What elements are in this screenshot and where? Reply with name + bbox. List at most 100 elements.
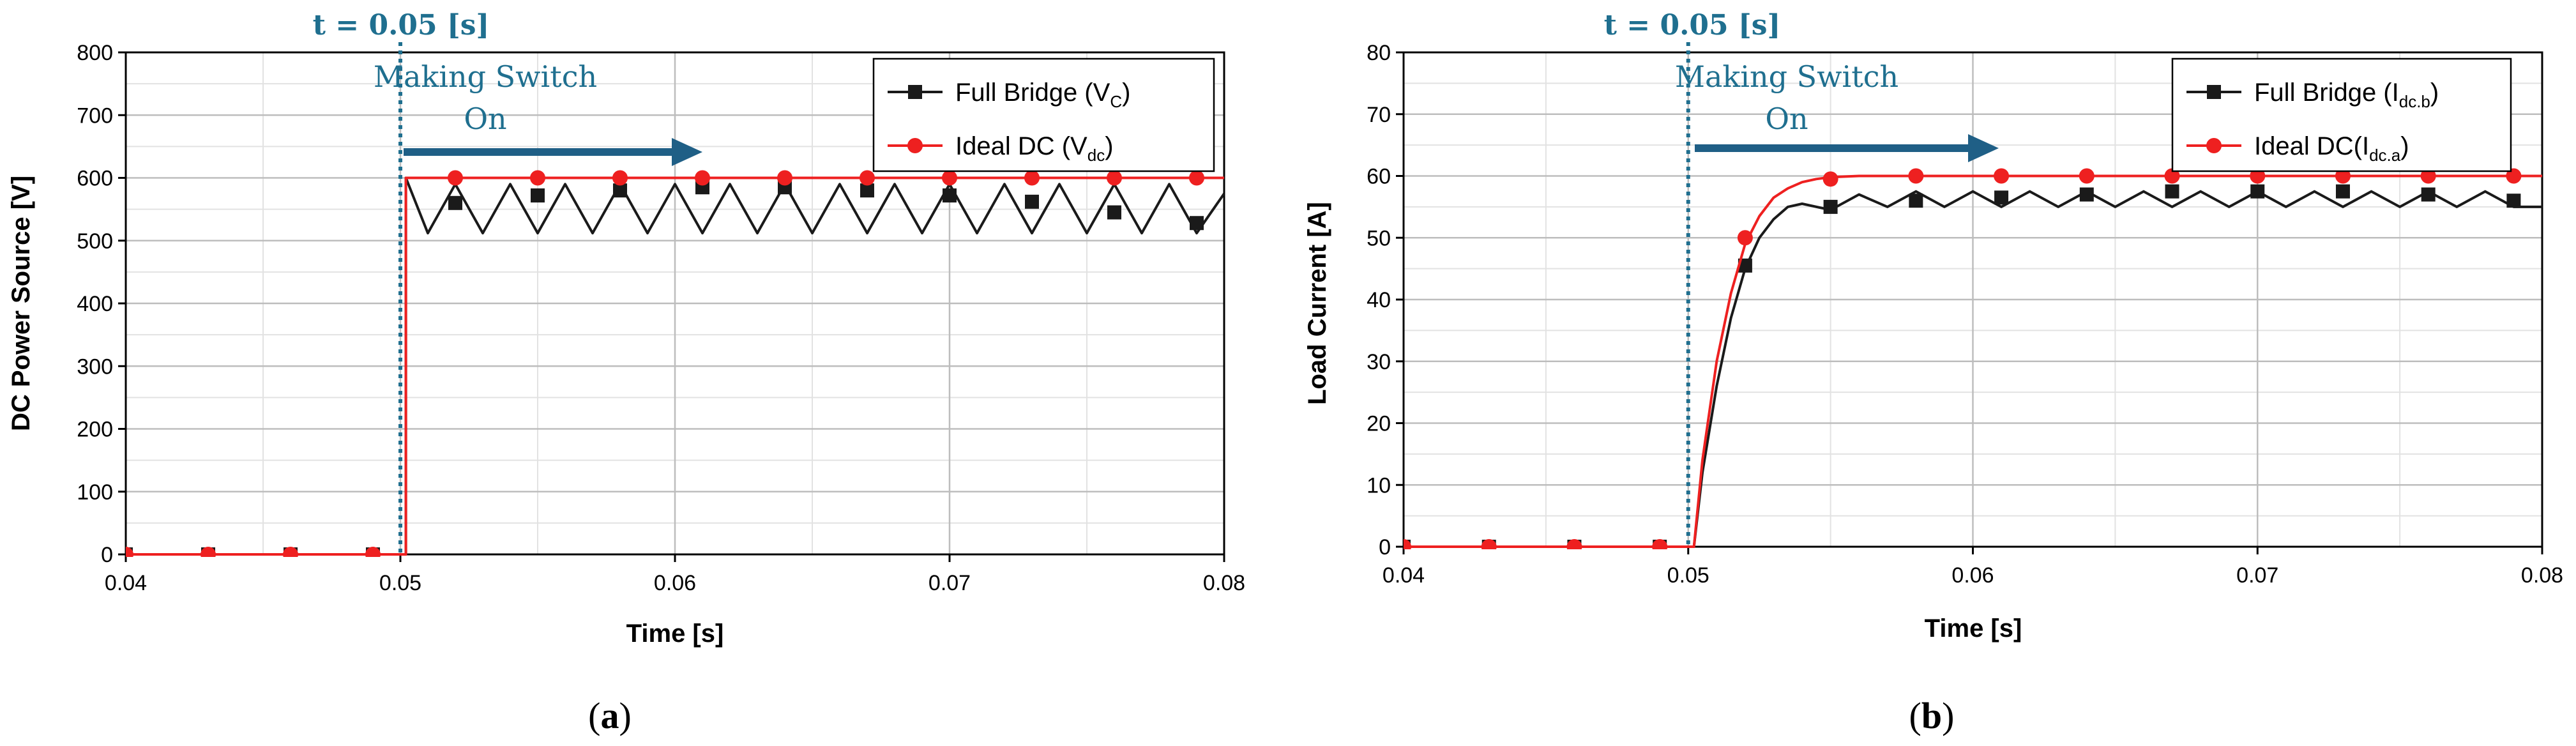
data-marker [860, 183, 874, 198]
data-marker [1404, 539, 1411, 549]
legend-label-suffix: ) [2400, 132, 2409, 160]
legend-label: Full Bridge (VC) [955, 79, 1130, 111]
caption-letter: b [1921, 695, 1942, 736]
legend-label: Full Bridge (Idc.b) [2254, 79, 2439, 111]
data-marker [126, 547, 133, 557]
y-axis-label: DC Power Source [V] [7, 176, 35, 431]
data-marker [2165, 184, 2179, 199]
legend-label: Ideal DC (Vdc) [955, 132, 1114, 165]
data-marker [2506, 168, 2522, 184]
caption-close: ) [619, 695, 632, 736]
y-tick-label: 30 [1367, 350, 1391, 374]
x-tick-label: 0.08 [1203, 571, 1245, 595]
panel-caption: (a) [588, 695, 632, 736]
data-marker [283, 547, 298, 557]
data-marker [777, 170, 792, 186]
x-tick-label: 0.06 [654, 571, 696, 595]
data-marker [2250, 168, 2266, 184]
y-tick-label: 0 [101, 543, 113, 567]
y-tick-label: 0 [1379, 535, 1391, 560]
legend-box [2171, 57, 2512, 172]
data-marker [2335, 168, 2351, 184]
data-marker [1481, 539, 1497, 549]
data-marker [2421, 187, 2436, 202]
legend-box [872, 57, 1215, 172]
series-line [126, 176, 1224, 556]
legend-label-subscript: dc.b [2399, 92, 2430, 111]
data-marker [2079, 187, 2094, 202]
legend-marker [908, 85, 922, 99]
x-tick-label: 0.08 [2521, 563, 2563, 588]
data-marker [448, 170, 463, 186]
data-marker [1994, 168, 2010, 184]
event-label: t = 0.05 [s] [1604, 9, 1781, 42]
legend-label-subscript: dc.a [2369, 146, 2401, 165]
y-tick-label: 10 [1367, 473, 1391, 498]
annotation-line2: On [1765, 102, 1808, 136]
legend: Full Bridge (Idc.b)Ideal DC(Idc.a) [2171, 57, 2512, 172]
data-marker [1909, 194, 1923, 208]
data-marker [1822, 171, 1838, 187]
caption-open: ( [588, 695, 600, 736]
legend-label-main: Ideal DC(I [2254, 132, 2369, 160]
legend: Full Bridge (VC) Ideal DC (Vdc) [872, 57, 1215, 172]
series-line [126, 176, 1224, 556]
data-marker [531, 188, 545, 203]
legend-marker [907, 138, 923, 153]
legend-marker [2206, 138, 2222, 153]
series-line [1404, 190, 2542, 548]
y-tick-label: 20 [1367, 412, 1391, 436]
annotation-arrow-head [672, 138, 702, 166]
y-tick-label: 800 [77, 41, 113, 65]
caption-close: ) [1942, 695, 1954, 736]
data-marker [1189, 170, 1204, 186]
x-axis-label: Time [s] [1925, 614, 2022, 643]
series-ideal-dc [1404, 168, 2542, 549]
annotation-line1: Making Switch [374, 59, 597, 94]
x-tick-label: 0.04 [105, 571, 147, 595]
data-marker [2335, 184, 2350, 199]
y-tick-label: 60 [1367, 165, 1391, 189]
data-marker [1652, 539, 1668, 549]
annotation-arrow-head [1968, 134, 1999, 162]
legend-label-main: Full Bridge (I [2254, 79, 2399, 107]
series-line [1404, 174, 2542, 548]
x-tick-label: 0.05 [379, 571, 421, 595]
legend-label-subscript: C [1110, 92, 1122, 111]
x-axis-label: Time [s] [626, 620, 724, 648]
y-tick-label: 500 [77, 229, 113, 254]
y-tick-label: 400 [77, 292, 113, 316]
x-tick-label: 0.05 [1667, 563, 1709, 588]
data-marker [1738, 258, 1752, 273]
y-tick-label: 700 [77, 103, 113, 128]
data-marker [2506, 194, 2521, 208]
data-marker [942, 170, 957, 186]
y-tick-label: 200 [77, 418, 113, 442]
series-ideal-dc [126, 170, 1224, 557]
y-tick-label: 600 [77, 167, 113, 191]
annotation-line2: On [464, 102, 506, 136]
x-tick-label: 0.04 [1383, 563, 1425, 588]
legend-label: Ideal DC(Idc.a) [2254, 132, 2409, 165]
series-full-bridge [126, 176, 1224, 557]
y-tick-label: 50 [1367, 226, 1391, 250]
data-marker [1107, 170, 1122, 186]
data-marker [201, 547, 216, 557]
caption-open: ( [1909, 695, 1921, 736]
y-tick-label: 70 [1367, 103, 1391, 127]
chart-a: 0.04 0.05 0.06 0.07 0.08 0 100 200 300 400 500 600 7… [7, 9, 1245, 736]
y-tick-label: 300 [77, 354, 113, 379]
data-marker [695, 170, 710, 186]
legend-label-suffix: ) [1122, 79, 1130, 107]
x-tick-label: 0.07 [928, 571, 971, 595]
caption-letter: a [601, 695, 619, 736]
data-marker [365, 547, 381, 557]
data-marker [530, 170, 545, 186]
series-full-bridge [1404, 184, 2542, 549]
data-marker [1024, 170, 1040, 186]
data-marker [612, 170, 628, 186]
data-marker [860, 170, 875, 186]
data-marker [1737, 230, 1753, 246]
chart-b: 0.04 0.05 0.06 0.07 0.08 0 10 20 30 40 50 60 70 80 Tim… [1303, 9, 2563, 736]
